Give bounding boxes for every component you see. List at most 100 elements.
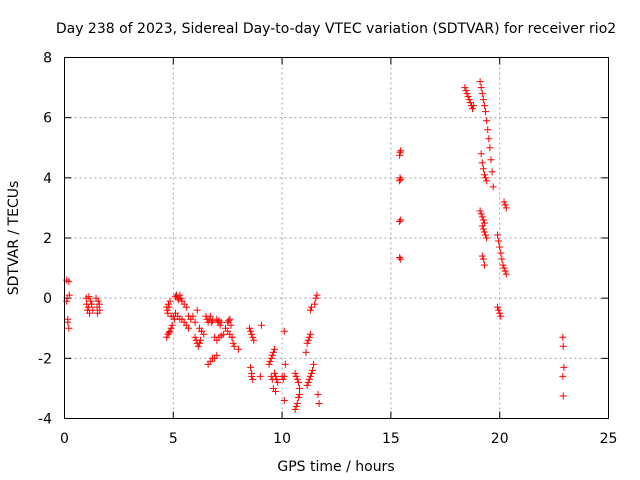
data-point [194, 342, 202, 350]
data-point [267, 354, 275, 362]
data-point [559, 342, 567, 350]
data-point [307, 369, 315, 377]
data-point [480, 261, 488, 269]
data-point [496, 309, 504, 317]
plot-frame [64, 57, 609, 419]
data-point [478, 252, 486, 260]
data-point [94, 297, 102, 305]
y-tick-label: -2 [38, 351, 52, 367]
data-point [478, 213, 486, 221]
x-tick-label: 0 [60, 431, 69, 447]
data-point [208, 317, 216, 325]
data-point [250, 336, 258, 344]
data-point [477, 84, 485, 92]
data-point [478, 222, 486, 230]
data-point [296, 384, 304, 392]
data-point [176, 291, 184, 299]
data-point [306, 330, 314, 338]
data-point [502, 270, 510, 278]
y-tick-label: 6 [43, 111, 52, 127]
data-point [272, 387, 280, 395]
data-point [396, 174, 404, 182]
y-tick-label: -4 [38, 412, 52, 428]
data-point [477, 150, 485, 158]
x-tick-labels: 0 5 10 15 20 25 [60, 431, 617, 447]
y-tick-label: 2 [43, 231, 52, 247]
data-point [305, 333, 313, 341]
data-point [397, 255, 405, 263]
y-tick-labels: -4 -2 0 2 4 6 8 [38, 51, 52, 428]
data-point [487, 156, 495, 164]
grid-lines [64, 57, 609, 419]
data-point [500, 198, 508, 206]
data-point [495, 237, 503, 245]
data-point [249, 333, 257, 341]
data-point [303, 381, 311, 389]
data-point [479, 165, 487, 173]
data-point [95, 300, 103, 308]
data-point [249, 375, 257, 383]
data-point [248, 330, 256, 338]
data-point [560, 363, 568, 371]
data-point [230, 342, 238, 350]
data-point [312, 294, 320, 302]
data-point [88, 300, 96, 308]
data-point [274, 378, 282, 386]
data-point [397, 175, 405, 183]
data-point [495, 306, 503, 314]
data-point [247, 327, 255, 335]
data-point [280, 372, 288, 380]
y-tick-label: 4 [43, 171, 52, 187]
data-point [315, 399, 323, 407]
data-point [193, 306, 201, 314]
data-point [296, 390, 304, 398]
data-point [213, 351, 221, 359]
data-point [498, 255, 506, 263]
y-tick-label: 8 [43, 51, 52, 67]
data-point [311, 300, 319, 308]
data-point [279, 375, 287, 383]
data-point [302, 348, 310, 356]
data-point [165, 303, 173, 311]
data-point [85, 293, 93, 301]
data-point [163, 333, 171, 341]
data-point [293, 375, 301, 383]
data-point [200, 330, 208, 338]
data-point [483, 177, 491, 185]
data-point [559, 372, 567, 380]
data-point [227, 321, 235, 329]
data-point [310, 360, 318, 368]
data-point [466, 99, 474, 107]
data-point [479, 216, 487, 224]
data-point [396, 217, 404, 225]
data-point [463, 90, 471, 98]
data-point [216, 321, 224, 329]
data-point [189, 312, 197, 320]
x-tick-label: 15 [382, 431, 400, 447]
data-point [167, 324, 175, 332]
data-point [559, 392, 567, 400]
data-point [293, 399, 301, 407]
data-point [291, 405, 299, 413]
data-point [185, 324, 193, 332]
data-point [177, 294, 185, 302]
data-point [229, 339, 237, 347]
data-point [465, 96, 473, 104]
data-point [270, 369, 278, 377]
data-point [84, 303, 92, 311]
data-point [165, 329, 173, 337]
data-point [486, 144, 494, 152]
data-point [65, 324, 73, 332]
data-point [480, 228, 488, 236]
data-point [280, 396, 288, 404]
data-point [191, 333, 199, 341]
x-tick-label: 5 [169, 431, 178, 447]
data-point [64, 318, 72, 326]
data-point [197, 336, 204, 344]
data-point [226, 315, 234, 323]
data-point [484, 126, 492, 134]
data-point [291, 369, 299, 377]
data-point [470, 102, 478, 110]
data-point [306, 372, 314, 380]
